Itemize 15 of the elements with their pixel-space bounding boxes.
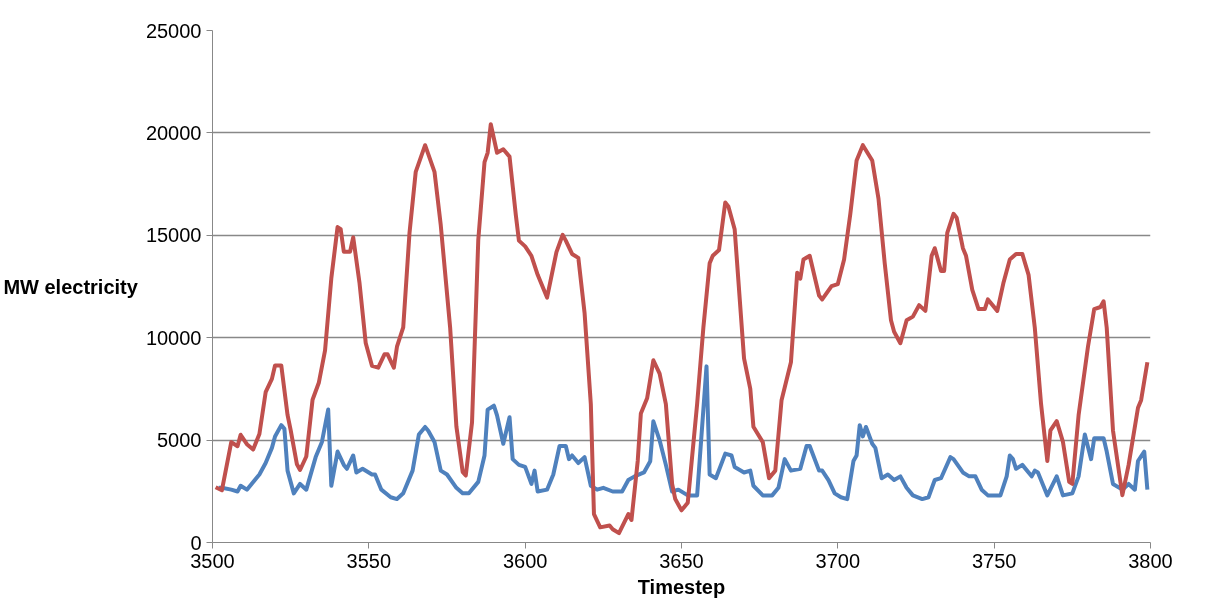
x-tick-label: 3600: [502, 549, 548, 572]
y-tick-label: 10000: [145, 326, 202, 349]
y-tick-label: 25000: [145, 19, 202, 42]
x-axis-title: Timestep: [637, 575, 726, 598]
y-tick-label: 5000: [157, 429, 202, 452]
x-tick-label: 3550: [346, 549, 392, 572]
y-tick-label: 15000: [145, 224, 202, 247]
x-tick-label: 3800: [1128, 549, 1173, 572]
x-tick-label: 3650: [659, 549, 704, 572]
x-tick-label: 3700: [815, 549, 861, 572]
line-series: [216, 364, 1150, 502]
x-tick-label: 3750: [971, 549, 1017, 572]
y-axis-title: MW electricity: [3, 275, 139, 298]
line-series: [213, 122, 1150, 536]
y-tick-label: 20000: [145, 121, 202, 144]
